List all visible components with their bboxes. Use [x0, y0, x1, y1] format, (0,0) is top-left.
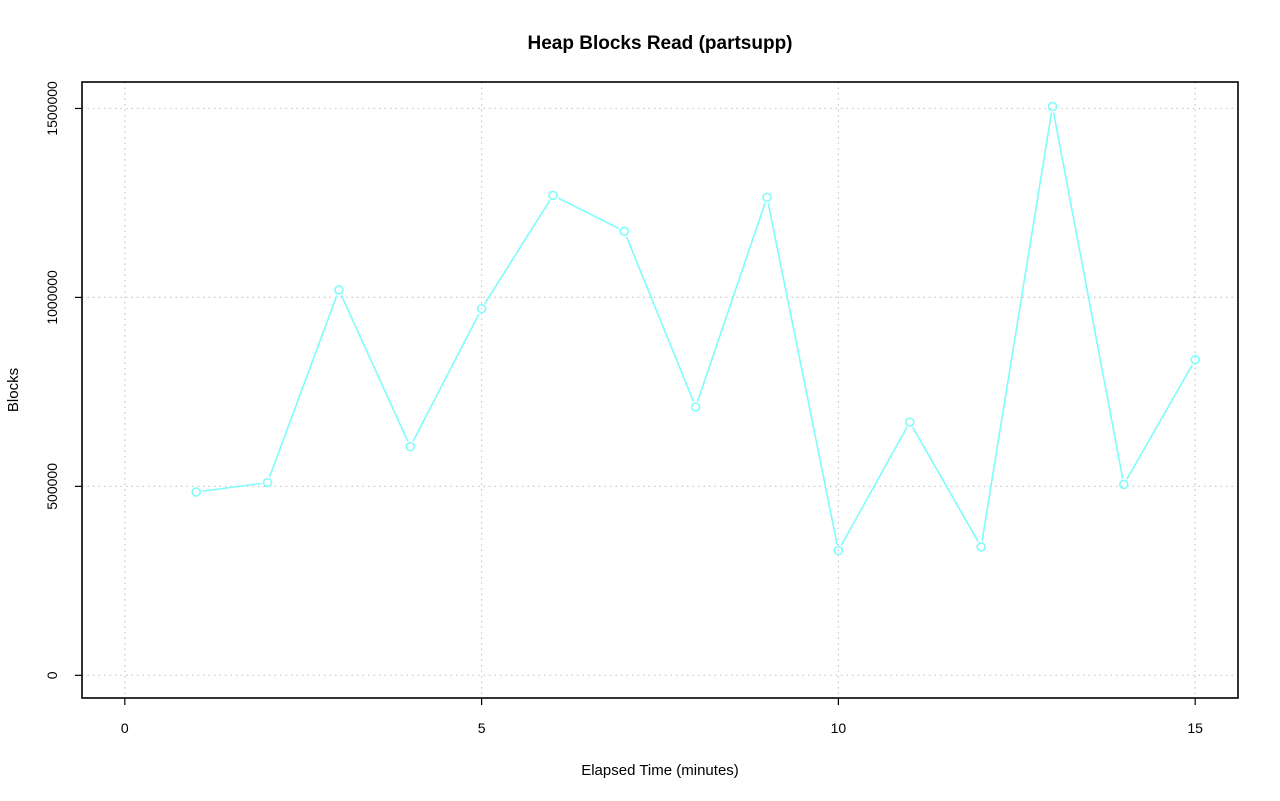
x-tick-label: 10: [831, 720, 847, 736]
x-tick-label: 5: [478, 720, 486, 736]
data-point: [976, 542, 986, 552]
series-segment: [981, 112, 1053, 542]
y-tick-label: 1000000: [44, 270, 60, 325]
y-axis: 0 500000 1000000 1500000: [44, 81, 82, 679]
series-segment: [557, 197, 620, 230]
data-point: [833, 545, 844, 556]
x-axis-label: Elapsed Time (minutes): [581, 762, 739, 779]
data-point: [904, 417, 915, 427]
y-axis-label: Blocks: [5, 368, 22, 412]
data-point: [262, 477, 273, 488]
series-segment: [1126, 364, 1193, 480]
data-point: [619, 226, 630, 237]
data-point: [762, 192, 772, 203]
data-point: [191, 487, 201, 497]
x-axis: 0 5 10 15: [121, 698, 1203, 736]
y-tick-label: 0: [44, 671, 60, 679]
data-point: [1047, 101, 1058, 112]
data-point: [1190, 354, 1200, 365]
data-point: [405, 441, 416, 452]
plot-frame: [81, 81, 1239, 699]
series-segment: [202, 482, 262, 493]
series-segment: [412, 313, 480, 442]
series-segment: [625, 236, 695, 402]
y-tick-label: 500000: [44, 463, 60, 510]
series-segment: [484, 200, 551, 305]
series-segment: [696, 202, 766, 402]
series-segment: [268, 295, 338, 478]
series-segment: [912, 426, 979, 543]
data-point: [548, 190, 558, 201]
data-point: [1119, 479, 1129, 490]
grid-lines: [82, 82, 1238, 698]
series-segment: [840, 426, 908, 546]
y-tick-label: 1500000: [44, 81, 60, 136]
series-line: [191, 101, 1200, 556]
series-segment: [340, 294, 409, 442]
data-point: [476, 303, 487, 314]
series-segment: [1052, 112, 1124, 479]
x-tick-label: 0: [121, 720, 129, 736]
data-point: [690, 402, 701, 412]
series-segment: [767, 202, 838, 545]
x-tick-label: 15: [1187, 720, 1203, 736]
chart-title: Heap Blocks Read (partsupp): [528, 33, 793, 54]
data-point: [334, 285, 344, 295]
